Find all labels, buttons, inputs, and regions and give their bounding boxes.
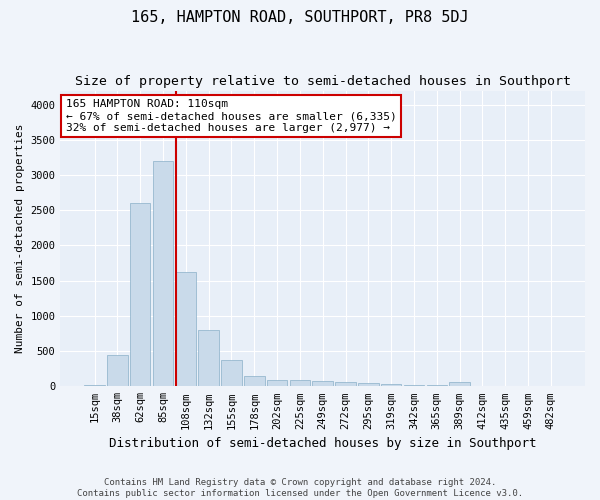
Text: 165 HAMPTON ROAD: 110sqm
← 67% of semi-detached houses are smaller (6,335)
32% o: 165 HAMPTON ROAD: 110sqm ← 67% of semi-d… [65,100,397,132]
Bar [381,384,401,386]
Bar [290,380,310,386]
Bar [404,385,424,386]
Text: 165, HAMPTON ROAD, SOUTHPORT, PR8 5DJ: 165, HAMPTON ROAD, SOUTHPORT, PR8 5DJ [131,10,469,25]
Bar [176,272,196,386]
Bar [358,383,379,386]
Bar [427,385,447,386]
Title: Size of property relative to semi-detached houses in Southport: Size of property relative to semi-detach… [75,75,571,88]
Bar [244,376,265,386]
Bar [84,385,105,386]
Bar [313,382,333,386]
X-axis label: Distribution of semi-detached houses by size in Southport: Distribution of semi-detached houses by … [109,437,536,450]
Bar [199,330,219,386]
Text: Contains HM Land Registry data © Crown copyright and database right 2024.
Contai: Contains HM Land Registry data © Crown c… [77,478,523,498]
Bar [130,203,151,386]
Bar [153,161,173,386]
Y-axis label: Number of semi-detached properties: Number of semi-detached properties [15,124,25,353]
Bar [107,354,128,386]
Bar [221,360,242,386]
Bar [267,380,287,386]
Bar [335,382,356,386]
Bar [449,382,470,386]
